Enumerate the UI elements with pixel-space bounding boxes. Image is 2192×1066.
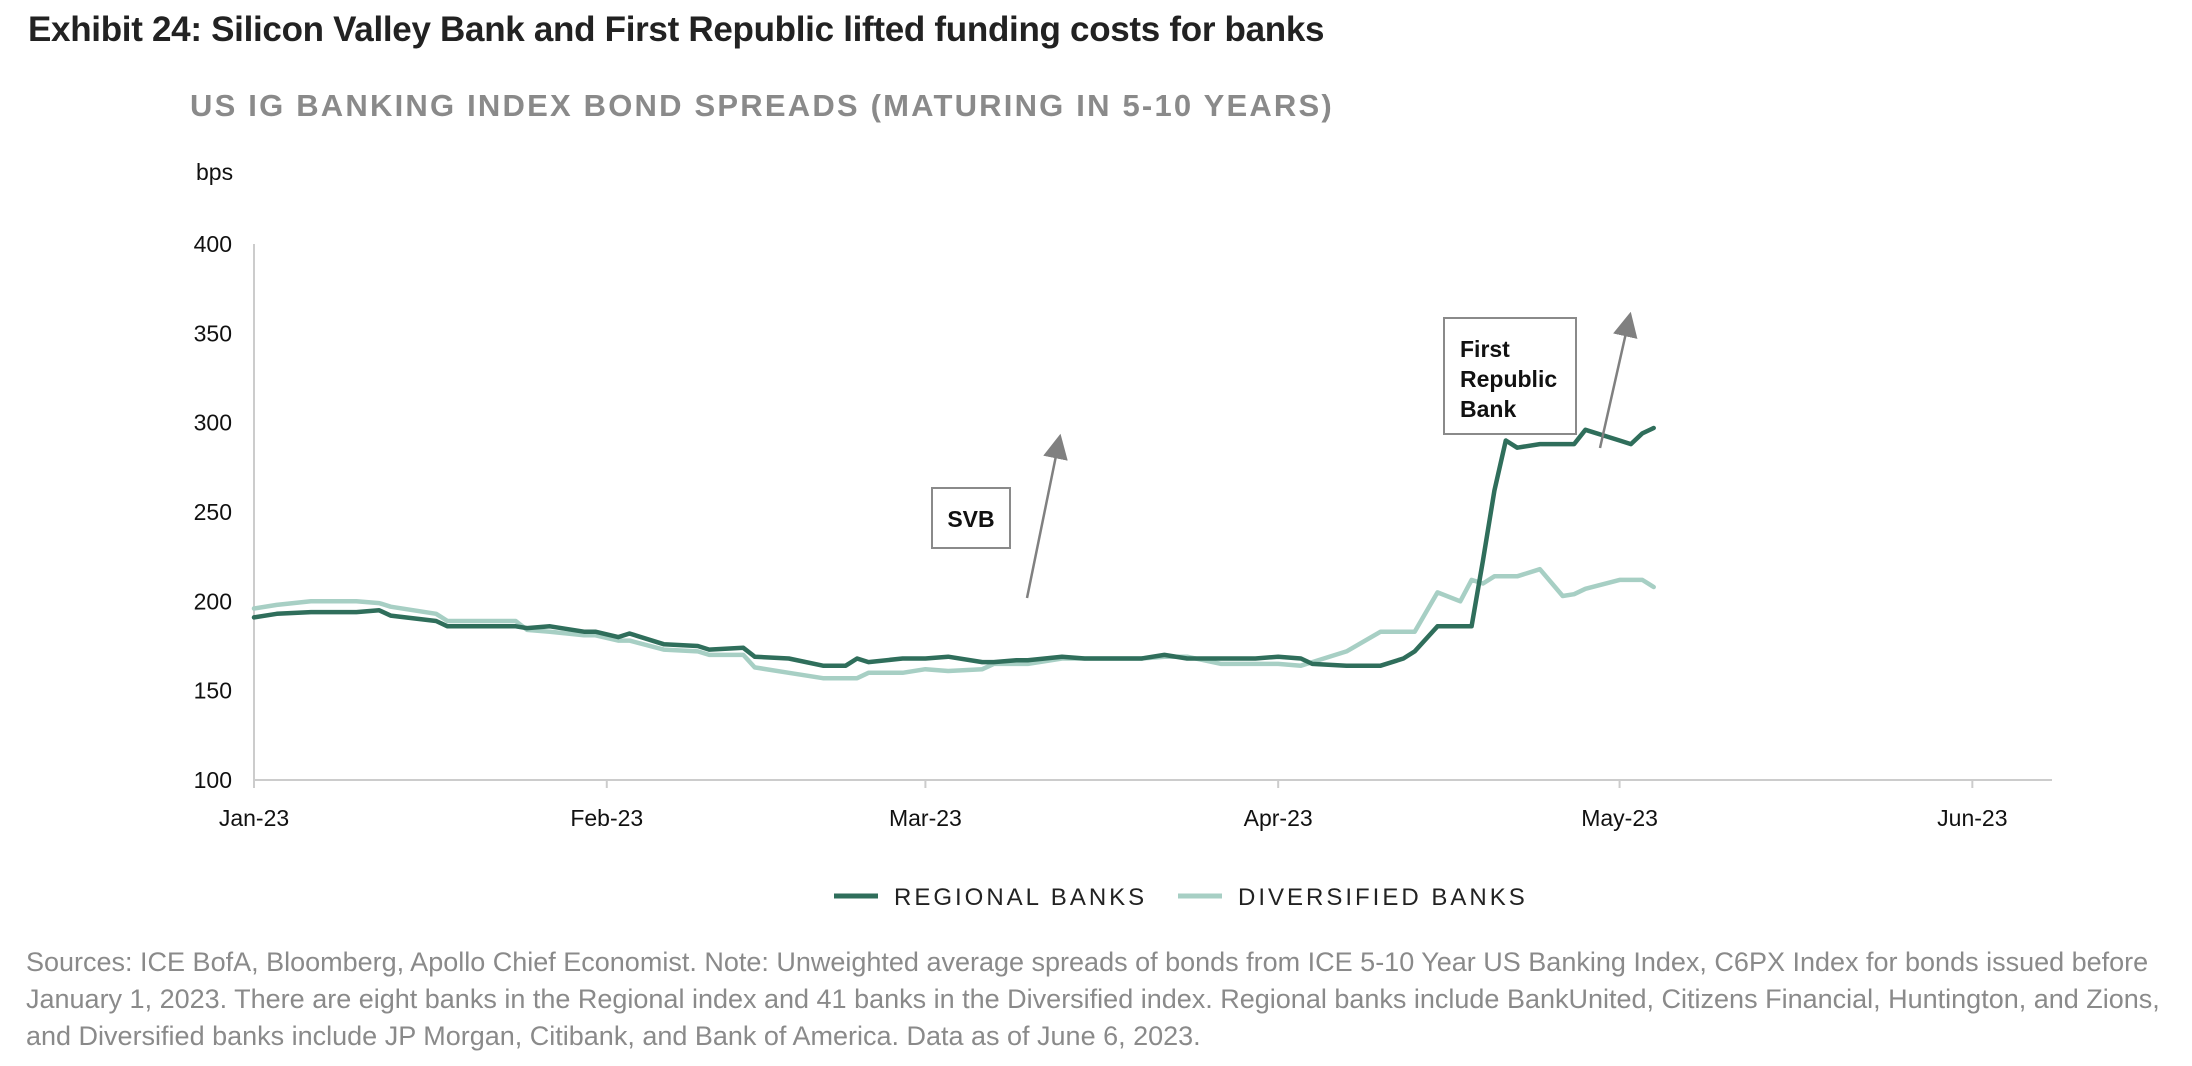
first-republic-label: First (1460, 336, 1510, 362)
line-chart: bps 100 150 200 250 300 350 400 Jan-23 Feb-23 Mar… (194, 159, 2052, 911)
series-lines (251, 425, 1656, 681)
first-republic-box (1443, 317, 1577, 435)
svb-box (931, 487, 1011, 549)
x-tick-label: Jun-23 (1937, 805, 2007, 831)
first-republic-label: Republic (1460, 366, 1557, 392)
x-tick-label: Apr-23 (1244, 805, 1313, 831)
x-tick-label: Mar-23 (889, 805, 962, 831)
y-tick-label: 250 (194, 499, 232, 525)
x-tick-label: Feb-23 (570, 805, 643, 831)
diversified-banks-line (251, 566, 1656, 681)
annotations: SVB First Republic Bank (931, 311, 1638, 599)
first-republic-arrow (1598, 311, 1638, 449)
axes: 100 150 200 250 300 350 400 Jan-23 Feb-23 Mar-23 A… (194, 231, 2052, 831)
y-tick-label: 400 (194, 231, 232, 257)
y-tick-label: 200 (194, 588, 232, 614)
svb-arrow (1025, 433, 1068, 599)
source-note: Sources: ICE BofA, Bloomberg, Apollo Chi… (26, 947, 2160, 1051)
regional-banks-line (251, 425, 1656, 668)
y-tick-label: 350 (194, 320, 232, 346)
legend: REGIONAL BANKS DIVERSIFIED BANKS (834, 884, 1528, 911)
legend-label-diversified: DIVERSIFIED BANKS (1238, 884, 1528, 911)
svb-label: SVB (947, 506, 994, 532)
x-tick-label: Jan-23 (219, 805, 289, 831)
exhibit-title: Exhibit 24: Silicon Valley Bank and Firs… (28, 10, 1325, 49)
legend-label-regional: REGIONAL BANKS (894, 884, 1147, 911)
first-republic-label: Bank (1460, 396, 1516, 422)
y-tick-label: 100 (194, 767, 232, 793)
y-tick-label: 300 (194, 410, 232, 436)
chart-title: US IG BANKING INDEX BOND SPREADS (MATURI… (190, 88, 1334, 123)
y-axis-label: bps (196, 159, 233, 185)
x-tick-label: May-23 (1581, 805, 1658, 831)
y-tick-label: 150 (194, 678, 232, 704)
